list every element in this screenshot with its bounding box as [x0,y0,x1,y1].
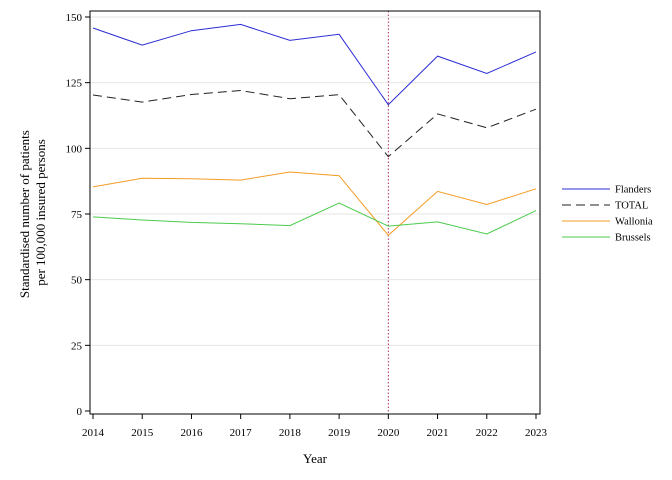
series-lines [92,23,537,237]
series-line-brussels [92,202,537,235]
y-tick-label: 25 [71,340,83,352]
series-line-flanders [92,23,537,106]
y-axis-title-line-1: Standardised number of patients [17,130,32,298]
x-tick-label: 2016 [180,427,203,439]
legend-label-flanders: Flanders [615,185,651,196]
legend-label-total: TOTAL [615,201,648,212]
x-tick-label: 2017 [230,427,253,439]
x-tick-label: 2021 [427,427,449,439]
x-axis: 2014 2015 2016 2017 2018 2019 2020 2021 2022 2023 [82,414,548,439]
series-line-wallonia [92,171,537,237]
x-tick-label: 2020 [377,427,400,439]
y-axis-title-line-2: per 100,000 insured persons [33,139,48,286]
y-tick-label: 0 [77,406,83,418]
y-tick-label: 75 [71,209,83,221]
gridlines [90,16,540,346]
x-tick-label: 2014 [82,427,105,439]
legend-label-wallonia: Wallonia [615,217,653,228]
x-tick-label: 2015 [131,427,154,439]
x-tick-label: 2023 [525,427,548,439]
series-line-total [92,89,537,158]
legend: Flanders TOTAL Wallonia Brussels [562,185,653,244]
x-tick-label: 2018 [279,427,302,439]
y-axis: 0 25 50 75 100 125 150 [66,12,90,418]
legend-label-brussels: Brussels [615,233,651,244]
plot-area-frame [89,10,541,415]
y-tick-label: 100 [66,143,83,155]
x-tick-label: 2022 [476,427,498,439]
x-axis-title: Year [303,451,328,466]
y-tick-label: 150 [66,12,83,24]
y-tick-label: 50 [71,275,83,287]
y-tick-label: 125 [66,78,83,90]
x-tick-label: 2019 [328,427,351,439]
y-axis-title: Standardised number of patients per 100,… [17,127,48,298]
